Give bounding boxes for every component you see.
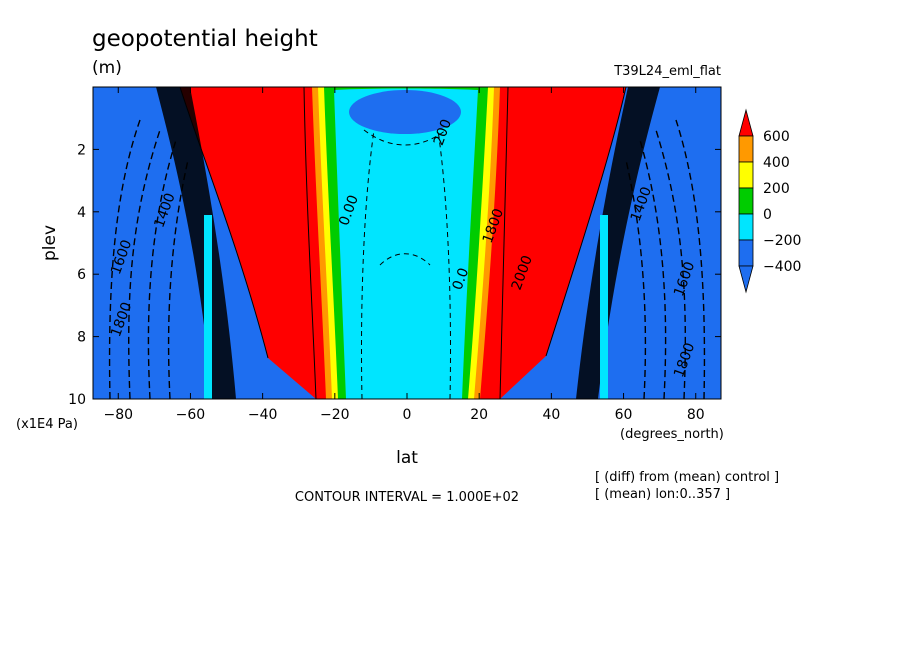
x-tick-label: −20 xyxy=(320,407,350,423)
y-axis: 2 4 6 8 10 xyxy=(68,142,721,408)
field-right-edge-cyan xyxy=(600,215,608,399)
x-tick-label: 20 xyxy=(470,407,488,423)
field-upper-low xyxy=(349,90,461,134)
y-tick-label: 10 xyxy=(68,392,86,408)
chart-title: geopotential height xyxy=(92,26,318,52)
colorbar-segment xyxy=(738,213,754,241)
x-axis: −80 −60 −40 −20 0 20 40 60 80 xyxy=(103,87,705,423)
colorbar-segment xyxy=(738,135,754,163)
contour-label: 0.0 xyxy=(450,266,473,292)
y-tick-label: 4 xyxy=(77,205,86,221)
colorbar-label: 400 xyxy=(763,155,790,171)
y-axis-units: (x1E4 Pa) xyxy=(16,417,78,432)
x-axis-units: (degrees_north) xyxy=(620,427,724,442)
y-axis-label: plev xyxy=(40,225,60,261)
chart-units: (m) xyxy=(92,58,122,78)
note-diff: [ (diff) from (mean) control ] xyxy=(595,470,779,485)
note-mean: [ (mean) lon:0..357 ] xyxy=(595,487,730,502)
colorbar-label: −200 xyxy=(763,233,801,249)
y-tick-label: 6 xyxy=(77,267,86,283)
x-tick-label: 60 xyxy=(615,407,633,423)
y-tick-label: 2 xyxy=(77,142,86,158)
y-tick-label: 8 xyxy=(77,330,86,346)
x-tick-label: −40 xyxy=(248,407,278,423)
colorbar: 600 400 200 0 −200 −400 xyxy=(738,108,801,294)
x-tick-label: 0 xyxy=(403,407,412,423)
run-label: T39L24_eml_flat xyxy=(613,64,721,79)
colorbar-segment xyxy=(738,161,754,189)
colorbar-label: −400 xyxy=(763,259,801,275)
plot-area: 160018001400160018001400200200018000.00.… xyxy=(92,86,722,400)
colorbar-cap-bottom xyxy=(738,265,754,294)
x-tick-label: −60 xyxy=(176,407,206,423)
colorbar-segment xyxy=(738,239,754,267)
contour-interval: CONTOUR INTERVAL = 1.000E+02 xyxy=(295,490,519,505)
colorbar-segment xyxy=(738,187,754,215)
x-axis-label: lat xyxy=(396,448,418,468)
colorbar-label: 200 xyxy=(763,181,790,197)
x-tick-label: −80 xyxy=(103,407,133,423)
field-left-gradient xyxy=(156,87,236,399)
x-tick-label: 40 xyxy=(542,407,560,423)
x-tick-label: 80 xyxy=(687,407,705,423)
colorbar-label: 0 xyxy=(763,207,772,223)
colorbar-cap-top xyxy=(738,108,754,137)
field-right-gradient xyxy=(576,87,660,399)
contour-lines xyxy=(108,87,706,399)
field-cyan-core xyxy=(334,88,478,399)
field-left-edge-cyan xyxy=(204,215,212,399)
colorbar-label: 600 xyxy=(763,129,790,145)
